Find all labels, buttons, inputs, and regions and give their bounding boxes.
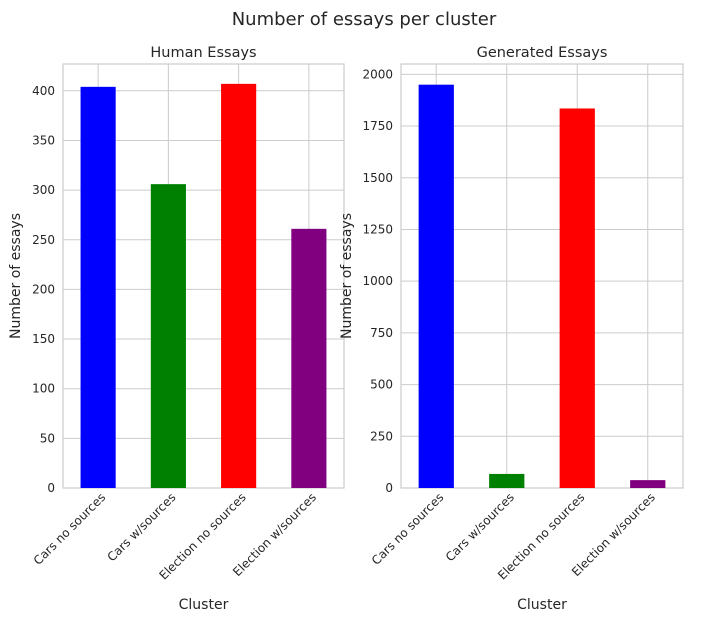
x-tick-label: Cars no sources (369, 490, 447, 568)
chart-title: Generated Essays (477, 45, 608, 61)
x-tick-label: Cars w/sources (443, 490, 517, 564)
figure-suptitle: Number of essays per cluster (232, 9, 497, 30)
y-tick-label: 750 (370, 326, 393, 340)
bar (150, 184, 186, 488)
bars (418, 84, 666, 489)
x-tick-label: Cars w/sources (104, 490, 178, 564)
x-axis-label: Cluster (517, 597, 567, 613)
bar (489, 473, 525, 488)
bar (80, 86, 116, 488)
x-axis-label: Cluster (179, 597, 229, 613)
bar (221, 83, 257, 488)
bar (559, 108, 595, 488)
human-essays-chart: 0 50 100 150 200 250 300 350 400 Cars no sources… (8, 45, 345, 613)
y-axis-label: Number of essays (8, 213, 24, 339)
y-tick-label: 0 (385, 481, 393, 495)
y-tick-label: 0 (47, 481, 55, 495)
y-tick-label: 200 (32, 282, 55, 296)
y-tick-label: 350 (32, 133, 55, 147)
x-tick-label: Cars no sources (31, 490, 109, 568)
y-tick-label: 150 (32, 332, 55, 346)
y-tick-label: 250 (370, 429, 393, 443)
y-tick-label: 1250 (362, 222, 393, 236)
y-tick-labels: 0 250 500 750 1000 1250 1500 1750 2000 (362, 67, 393, 495)
y-tick-label: 1750 (362, 119, 393, 133)
y-tick-label: 100 (32, 382, 55, 396)
generated-essays-chart: 0 250 500 750 1000 1250 1500 1750 2000 Cars no s… (339, 45, 684, 613)
bar (630, 480, 666, 488)
bar (418, 84, 454, 489)
bars (80, 83, 327, 488)
y-tick-label: 500 (370, 378, 393, 392)
y-tick-label: 400 (32, 84, 55, 98)
y-tick-label: 1000 (362, 274, 393, 288)
y-axis-label: Number of essays (339, 213, 355, 339)
bar (291, 228, 327, 488)
y-tick-label: 250 (32, 233, 55, 247)
y-tick-labels: 0 50 100 150 200 250 300 350 400 (32, 84, 55, 495)
y-tick-label: 2000 (362, 67, 393, 81)
y-tick-label: 1500 (362, 171, 393, 185)
chart-title: Human Essays (150, 45, 256, 61)
y-tick-label: 300 (32, 183, 55, 197)
y-tick-label: 50 (40, 431, 55, 445)
